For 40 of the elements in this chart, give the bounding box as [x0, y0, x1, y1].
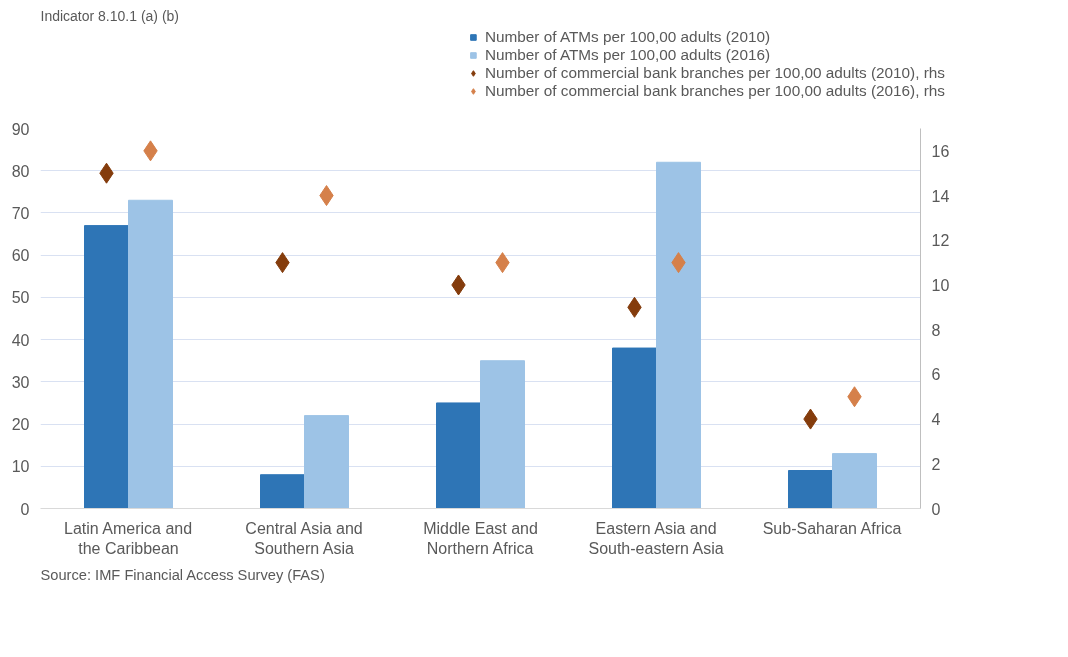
- bar: [304, 415, 349, 509]
- bar: [656, 161, 701, 509]
- y2-tick-label: 12: [931, 232, 950, 250]
- y2-tick-label: 2: [931, 455, 941, 473]
- legend-label: Number of commercial bank branches per 100,00 adults (2010), rhs: [484, 64, 945, 82]
- bar: [260, 474, 305, 509]
- bar: [612, 347, 657, 509]
- source-note: Source: IMF Financial Access Survey (FAS): [40, 566, 325, 583]
- y-tick-label: 20: [11, 416, 30, 434]
- y-tick-label: 80: [11, 162, 30, 180]
- legend-label: Number of ATMs per 100,00 adults (2010): [484, 28, 771, 46]
- y-tick-label: 0: [20, 500, 30, 518]
- y2-tick-label: 0: [931, 500, 941, 518]
- bar: [84, 225, 129, 509]
- x-tick-label: Central Asia and Southern Asia: [245, 519, 363, 557]
- x-tick-label: Eastern Asia and South-eastern Asia: [588, 519, 724, 557]
- y-tick-label: 70: [11, 204, 30, 222]
- y-tick-label: 50: [11, 289, 30, 307]
- x-tick-label: Middle East and Northern Africa: [423, 519, 538, 557]
- y-tick-label: 60: [11, 247, 30, 265]
- y2-tick-label: 8: [931, 321, 941, 339]
- legend-label: Number of commercial bank branches per 100,00 adults (2016), rhs: [484, 82, 945, 100]
- x-tick-label: Latin America and the Caribbean: [64, 519, 193, 557]
- y2-tick-label: 4: [931, 411, 941, 429]
- y2-tick-label: 6: [931, 366, 941, 384]
- bar: [128, 199, 173, 509]
- bar: [480, 360, 525, 509]
- x-tick-label: Sub-Saharan Africa: [762, 519, 902, 537]
- y2-tick-label: 14: [931, 187, 950, 205]
- y2-tick-label: 10: [931, 276, 950, 294]
- chart-title: Indicator 8.10.1 (a) (b): [40, 7, 180, 24]
- y2-tick-label: 16: [931, 142, 950, 160]
- bar: [788, 470, 833, 509]
- legend-label: Number of ATMs per 100,00 adults (2016): [484, 46, 771, 64]
- bar: [832, 453, 877, 509]
- y-tick-label: 40: [11, 331, 30, 349]
- bar: [436, 402, 481, 509]
- y-tick-label: 30: [11, 373, 30, 391]
- y-tick-label: 90: [11, 120, 30, 138]
- y-tick-label: 10: [11, 458, 30, 476]
